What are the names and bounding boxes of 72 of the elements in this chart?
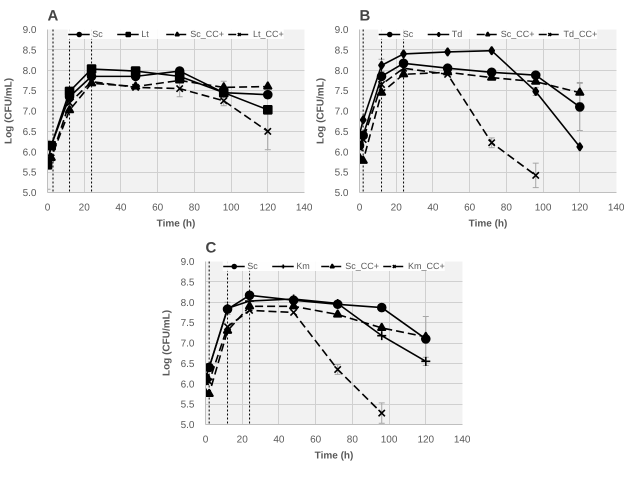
legend-label: Sc [402, 29, 414, 39]
x-tick-label: 80 [346, 434, 358, 446]
y-axis-title: Log (CFU/mL) [4, 78, 15, 144]
y-tick-label: 7.5 [22, 86, 37, 98]
y-tick-label: 7.0 [180, 338, 195, 350]
legend-label: Sc [92, 29, 104, 39]
x-axis-title: Time (h) [468, 218, 508, 230]
x-tick-label: 60 [310, 434, 322, 446]
x-tick-label: 140 [454, 434, 471, 446]
y-tick-label: 5.0 [334, 188, 349, 199]
chart-title: C [206, 240, 216, 256]
legend-label: Km_CC+ [408, 261, 445, 271]
y-tick-label: 8.5 [22, 45, 37, 56]
x-tick-label: 80 [500, 202, 512, 214]
x-tick-label: 140 [608, 202, 625, 214]
x-tick-label: 0 [202, 434, 209, 446]
x-tick-label: 20 [390, 202, 402, 214]
legend-label: Sc_CC+ [500, 29, 534, 39]
x-tick-label: 20 [236, 434, 248, 446]
y-tick-label: 9.0 [22, 25, 37, 36]
legend-label: Sc_CC+ [190, 29, 224, 39]
y-tick-label: 8.0 [334, 66, 349, 77]
y-tick-label: 9.0 [334, 25, 349, 36]
x-tick-label: 20 [78, 202, 90, 214]
x-axis-title: Time (h) [314, 450, 354, 462]
x-tick-label: 100 [222, 202, 240, 214]
y-tick-label: 8.0 [180, 298, 195, 309]
legend-label: Sc [247, 261, 259, 271]
x-tick-label: 80 [188, 202, 200, 214]
y-tick-label: 6.0 [334, 147, 349, 158]
y-tick-label: 7.5 [180, 318, 195, 330]
chart-title: B [360, 8, 370, 24]
x-axis-title: Time (h) [156, 218, 196, 230]
legend-label: Lt_CC+ [252, 29, 284, 39]
y-axis-title: Log (CFU/mL) [316, 78, 327, 144]
x-tick-label: 60 [464, 202, 476, 214]
x-tick-label: 120 [571, 202, 589, 214]
x-tick-label: 0 [356, 202, 363, 214]
x-tick-label: 100 [534, 202, 552, 214]
y-tick-label: 7.5 [334, 86, 349, 98]
x-tick-label: 0 [44, 202, 51, 214]
y-tick-label: 7.0 [22, 106, 37, 118]
x-tick-label: 40 [115, 202, 127, 214]
y-tick-label: 6.5 [334, 126, 349, 138]
y-tick-label: 7.0 [334, 106, 349, 118]
x-tick-label: 140 [296, 202, 313, 214]
y-tick-label: 8.5 [334, 45, 349, 56]
y-tick-label: 6.5 [22, 126, 37, 138]
y-tick-label: 5.0 [180, 420, 195, 431]
x-tick-label: 40 [427, 202, 439, 214]
x-tick-label: 60 [152, 202, 164, 214]
legend-label: Lt [141, 29, 150, 39]
y-tick-label: 6.0 [22, 147, 37, 158]
y-tick-label: 6.5 [180, 358, 195, 370]
y-axis-title: Log (CFU/mL) [162, 310, 173, 376]
legend-label: Sc_CC+ [345, 261, 379, 271]
y-tick-label: 6.0 [180, 379, 195, 390]
chart-title: A [48, 8, 58, 24]
y-tick-label: 8.5 [180, 277, 195, 288]
y-tick-label: 8.0 [22, 66, 37, 77]
y-tick-label: 9.0 [180, 257, 195, 268]
x-tick-label: 100 [380, 434, 398, 446]
legend-label: Km [296, 261, 311, 271]
x-tick-label: 120 [417, 434, 435, 446]
x-tick-label: 120 [259, 202, 277, 214]
legend-label: Td [452, 29, 464, 39]
y-tick-label: 5.0 [22, 188, 37, 199]
y-tick-label: 5.5 [334, 168, 349, 179]
y-tick-label: 5.5 [180, 400, 195, 411]
y-tick-label: 5.5 [22, 168, 37, 179]
legend-label: Td_CC+ [564, 29, 598, 39]
x-tick-label: 40 [273, 434, 285, 446]
